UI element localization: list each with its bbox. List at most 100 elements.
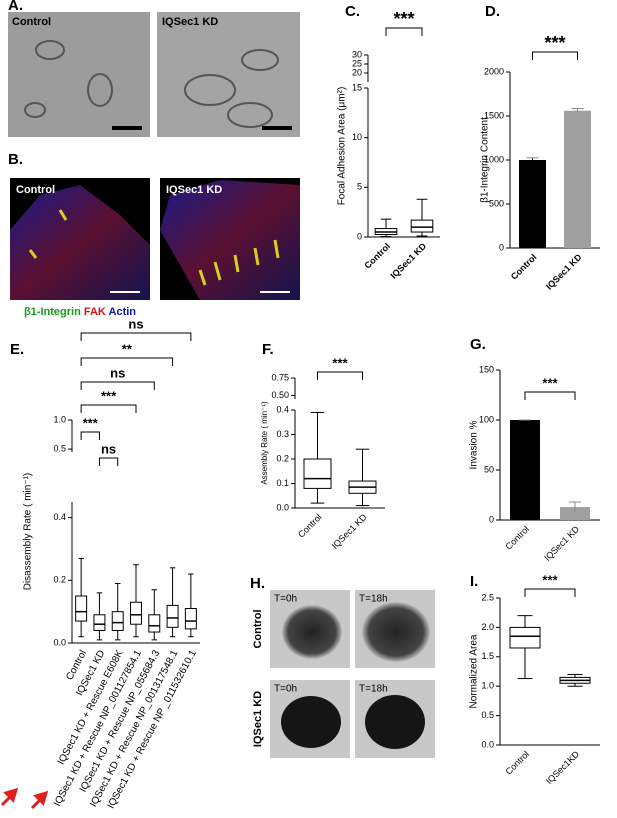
micrograph: [8, 12, 150, 137]
significance-bracket: [98, 457, 119, 466]
significance-bracket: [524, 588, 576, 597]
y-tick-label: 500: [489, 198, 504, 208]
panel-label: I.: [470, 573, 478, 590]
y-tick-label: 100: [479, 414, 494, 424]
panel-label: F.: [262, 341, 274, 358]
significance-bracket: [524, 391, 576, 400]
y-tick-label: 150: [479, 364, 494, 374]
significance-bracket: [385, 27, 423, 36]
y-axis-label: Assembly Rate ( min⁻¹): [260, 401, 269, 485]
y-tick-label: 1.0: [481, 681, 494, 691]
y-axis-label: Normalized Area: [469, 634, 480, 708]
significance-label: ***: [83, 415, 99, 430]
y-axis-label: Disassembly Rate ( min⁻¹): [23, 473, 34, 591]
significance-bracket: [80, 332, 192, 341]
panel-label: C.: [345, 3, 360, 20]
y-tick-label: 1.5: [481, 651, 494, 661]
y-tick-label: 30: [352, 49, 362, 59]
y-tick-label: 2000: [484, 66, 504, 76]
y-tick-label: 0.4: [53, 512, 66, 522]
x-tick-label: IQSec1 KD: [330, 512, 369, 551]
significance-bracket: [532, 51, 578, 60]
y-tick-label: 15: [352, 82, 362, 92]
image-label: IQSec1 KD: [166, 184, 222, 196]
significance-bracket: [80, 357, 174, 366]
row-label: IQSec1 KD: [252, 691, 264, 747]
adhesions: [28, 209, 280, 286]
cell: [10, 185, 150, 300]
significance-bracket: [80, 404, 137, 413]
panel-label: A.: [8, 0, 23, 14]
y-tick-label: 1.0: [53, 414, 66, 424]
row-label: Control: [252, 609, 264, 648]
y-tick-label: 1000: [484, 154, 504, 164]
y-tick-label: 0: [489, 514, 494, 524]
y-tick-label: 0: [357, 231, 362, 241]
y-tick-label: 10: [352, 132, 362, 142]
significance-bracket: [317, 371, 363, 380]
box: [303, 458, 332, 489]
legend-entry: β1-Integrin: [24, 306, 81, 318]
image-label: Control: [16, 184, 55, 196]
y-axis-label: Focal Adhesion Area (μm²): [337, 87, 348, 206]
y-tick-label: 0.0: [276, 502, 289, 512]
box: [166, 604, 179, 628]
y-tick-label: 0.0: [53, 637, 66, 647]
x-tick-label: IQSec1 KD: [542, 524, 581, 563]
significance-bracket: [80, 431, 100, 440]
image-label: Control: [12, 16, 51, 28]
channel-legend: β1-Integrin FAK Actin: [24, 306, 136, 318]
significance-label: ***: [542, 572, 558, 587]
y-tick-label: 0.50: [271, 390, 289, 400]
significance-label: ***: [393, 9, 414, 29]
y-tick-label: 0.2: [276, 453, 289, 463]
significance-label: ***: [544, 33, 565, 53]
box: [509, 626, 541, 649]
panel-label: E.: [10, 341, 24, 358]
y-tick-label: 1500: [484, 110, 504, 120]
y-tick-label: 50: [484, 464, 494, 474]
y-tick-label: 0.3: [276, 429, 289, 439]
spheroid-images: [270, 590, 435, 758]
y-axis-label: β1-Integrin Content: [480, 117, 491, 203]
y-tick-label: 0: [499, 242, 504, 252]
x-tick-label: Control: [296, 512, 324, 540]
x-tick-label: Control: [509, 252, 539, 282]
y-tick-label: 0.0: [481, 739, 494, 749]
time-label: T=18h: [359, 684, 388, 695]
y-tick-label: 20: [352, 67, 362, 77]
image-label: IQSec1 KD: [162, 16, 218, 28]
panel-label: B.: [8, 151, 23, 168]
y-tick-label: 25: [352, 58, 362, 68]
cell: [160, 180, 300, 300]
legend-entry: FAK: [84, 306, 106, 318]
y-tick-label: 0.5: [481, 710, 494, 720]
box: [75, 595, 88, 622]
significance-label: ns: [128, 316, 143, 331]
box: [111, 611, 124, 631]
time-label: T=0h: [274, 684, 297, 695]
box: [93, 614, 106, 631]
panel-label: D.: [485, 3, 500, 20]
bar: [564, 110, 591, 248]
y-tick-label: 0.2: [53, 575, 66, 585]
arrows: [0, 787, 49, 810]
significance-label: ***: [101, 388, 117, 403]
bar: [560, 507, 590, 520]
y-axis-label: Invasion %: [469, 420, 480, 469]
x-tick-label: IQSec1 KD: [544, 252, 584, 292]
y-tick-label: 0.1: [276, 478, 289, 488]
y-tick-label: 0.5: [53, 443, 66, 453]
y-tick-label: 2.5: [481, 592, 494, 602]
bar: [519, 160, 546, 248]
x-tick-label: Control: [504, 524, 532, 552]
time-label: T=0h: [274, 594, 297, 605]
box: [130, 601, 142, 625]
legend-entry: Actin: [109, 306, 137, 318]
panel-label: H.: [250, 575, 265, 592]
significance-label: ns: [110, 365, 125, 380]
box: [148, 614, 161, 633]
box: [184, 608, 197, 630]
y-tick-label: 0.75: [271, 372, 289, 382]
significance-label: ***: [332, 355, 348, 370]
